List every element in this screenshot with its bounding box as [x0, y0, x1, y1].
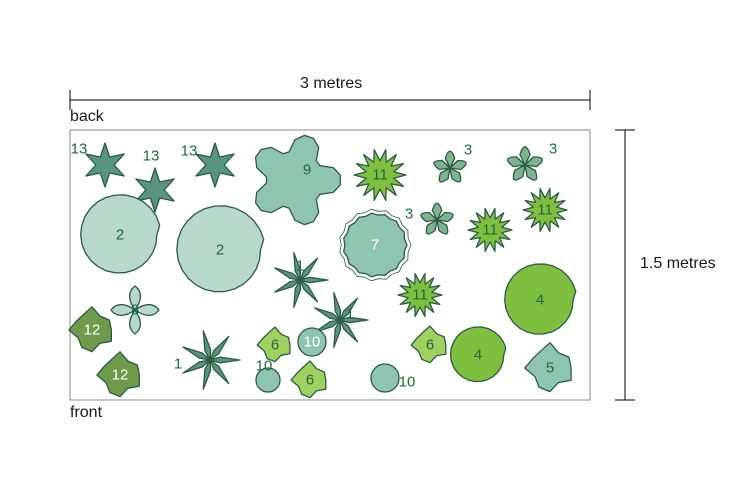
- plant-1a: [275, 253, 328, 308]
- plant-10a: [298, 328, 326, 356]
- plant-13a: [86, 143, 124, 187]
- plant-13c: [196, 143, 234, 187]
- plant-10b: [256, 368, 280, 392]
- plant-5: [525, 343, 571, 392]
- plant-11d: [398, 274, 442, 317]
- plant-6c: [411, 326, 446, 363]
- plant-10c: [371, 364, 399, 392]
- plant-6a: [257, 327, 290, 362]
- plant-6b: [291, 361, 326, 398]
- height-label: 1.5 metres: [640, 255, 716, 273]
- plant-11a: [354, 150, 406, 201]
- plant-3b: [508, 147, 543, 180]
- plant-2b: [177, 206, 264, 292]
- plant-3c: [421, 203, 453, 234]
- plant-8: [111, 286, 159, 334]
- plant-11b: [468, 209, 512, 252]
- back-label: back: [70, 108, 104, 126]
- plant-9: [256, 135, 341, 224]
- front-label: front: [70, 404, 102, 422]
- plant-4b: [505, 264, 576, 334]
- garden-plan-diagram: [0, 0, 750, 500]
- plant-1b: [183, 331, 240, 389]
- plant-2a: [81, 195, 160, 273]
- plant-3a: [434, 151, 466, 182]
- width-label: 3 metres: [300, 75, 362, 93]
- plant-12a: [69, 307, 112, 352]
- plant-11c: [523, 189, 567, 232]
- plant-7: [340, 209, 411, 281]
- plant-4a: [451, 327, 506, 382]
- plant-12b: [97, 352, 139, 397]
